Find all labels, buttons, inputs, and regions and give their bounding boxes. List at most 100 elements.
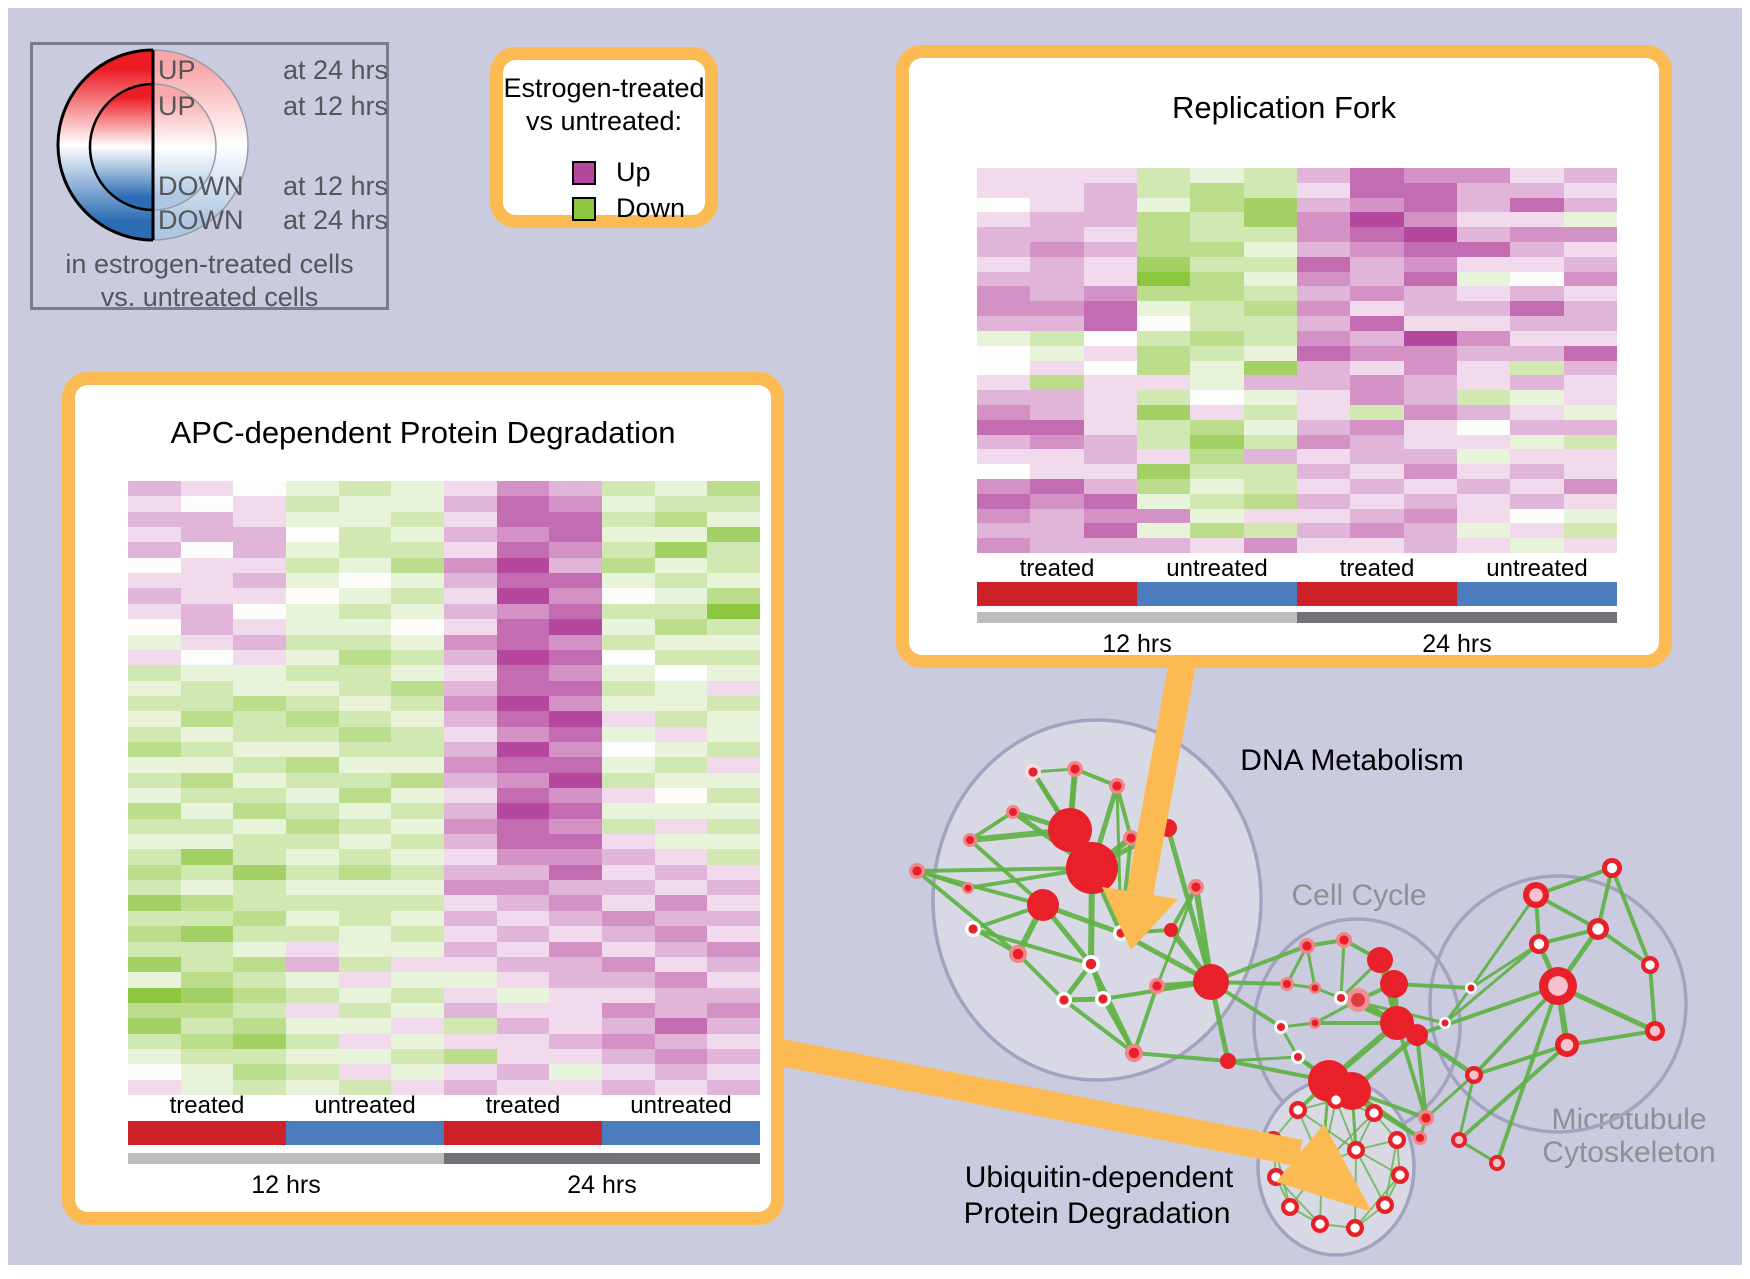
- ubiquitin-label-line1: Ubiquitin-dependent: [964, 1161, 1234, 1194]
- heatmap-cell: [549, 1002, 602, 1019]
- heatmap-cell: [338, 956, 392, 973]
- heatmap-cell: [1136, 404, 1191, 420]
- heatmap-cell: [1296, 286, 1351, 302]
- heatmap-cell: [1456, 212, 1511, 228]
- heatmap-cell: [391, 849, 444, 865]
- heatmap-cell: [286, 634, 339, 650]
- heatmap-cell: [180, 726, 234, 742]
- heatmap-cell: [549, 695, 602, 712]
- heatmap-cell: [180, 818, 234, 835]
- heatmap-cell: [286, 649, 339, 666]
- heatmap-cell: [391, 803, 444, 819]
- heatmap-cell: [1190, 493, 1244, 509]
- heatmap-cell: [1563, 168, 1617, 183]
- heatmap-cell: [1136, 493, 1191, 509]
- heatmap-cell: [444, 1002, 497, 1019]
- heatmap-cell: [1243, 286, 1297, 302]
- heatmap-cell: [128, 1079, 181, 1095]
- heatmap-cell: [1350, 419, 1404, 435]
- heatmap-cell: [1243, 212, 1297, 228]
- heatmap-cell: [977, 434, 1031, 450]
- heatmap-cell: [602, 972, 655, 988]
- apc-degradation-heatmap: [128, 481, 760, 1095]
- heatmap-cell: [338, 1018, 392, 1034]
- heatmap-cell: [549, 1033, 602, 1049]
- heatmap-cell: [391, 910, 444, 927]
- heatmap-cell: [977, 523, 1031, 539]
- heatmap-cell: [654, 1079, 708, 1095]
- heatmap-cell: [233, 711, 286, 727]
- heatmap-cell: [1350, 212, 1404, 228]
- heatmap-cell: [338, 803, 392, 819]
- heatmap-cell: [654, 972, 708, 988]
- heatmap-cell: [1083, 434, 1137, 450]
- heatmap-cell: [1403, 478, 1457, 494]
- heatmap-cell: [1456, 464, 1511, 479]
- heatmap-cell: [602, 741, 655, 758]
- heatmap-cell: [707, 634, 760, 650]
- heatmap-cell: [1403, 538, 1457, 553]
- heatmap-cell: [654, 588, 708, 604]
- heatmap-cell: [496, 634, 550, 650]
- group-label-untreated: untreated: [1166, 555, 1268, 582]
- heatmap-cell: [1190, 227, 1244, 243]
- heatmap-cell: [1403, 508, 1457, 524]
- heatmap-cell: [338, 588, 392, 604]
- apc-group-labels: treated untreated treated untreated: [128, 1092, 760, 1120]
- heatmap-cell: [1243, 434, 1297, 450]
- apc-time-bar: [128, 1153, 760, 1164]
- heatmap-cell: [654, 1064, 708, 1080]
- ring-legend-row: UP at 24 hrs: [158, 55, 388, 85]
- heatmap-cell: [1403, 197, 1457, 213]
- heatmap-cell: [1350, 508, 1404, 524]
- heatmap-cell: [602, 680, 655, 696]
- heatmap-cell: [602, 1002, 655, 1019]
- heatmap-cell: [180, 557, 234, 574]
- heatmap-cell: [1563, 301, 1617, 317]
- heatmap-cell: [1190, 538, 1244, 553]
- heatmap-cell: [602, 956, 655, 973]
- heatmap-cell: [1563, 390, 1617, 405]
- heatmap-cell: [1190, 523, 1244, 539]
- heatmap-cell: [1296, 182, 1351, 198]
- heatmap-cell: [496, 741, 550, 758]
- heatmap-cell: [549, 1064, 602, 1080]
- heatmap-cell: [391, 864, 444, 881]
- heatmap-cell: [233, 1018, 286, 1034]
- heatmap-cell: [233, 603, 286, 620]
- time-label: at 12 hrs: [282, 90, 388, 121]
- heatmap-cell: [444, 741, 497, 758]
- heatmap-cell: [444, 527, 497, 543]
- heatmap-cell: [286, 481, 339, 497]
- heatmap-cell: [338, 695, 392, 712]
- heatmap-cell: [549, 834, 602, 850]
- heatmap-cell: [180, 956, 234, 973]
- heatmap-cell: [286, 726, 339, 742]
- heatmap-cell: [977, 168, 1031, 183]
- heatmap-cell: [180, 711, 234, 727]
- heatmap-cell: [707, 880, 760, 896]
- heatmap-cell: [496, 757, 550, 773]
- heatmap-cell: [233, 511, 286, 528]
- heatmap-cell: [128, 803, 181, 819]
- heatmap-cell: [1563, 449, 1617, 465]
- heatmap-cell: [1030, 212, 1084, 228]
- heatmap-cell: [707, 987, 760, 1003]
- heatmap-cell: [1296, 227, 1351, 243]
- heatmap-cell: [1030, 197, 1084, 213]
- heatmap-cell: [338, 1064, 392, 1080]
- heatmap-cell: [1083, 256, 1137, 272]
- heatmap-cell: [977, 390, 1031, 405]
- heatmap-cell: [1563, 256, 1617, 272]
- heatmap-cell: [1190, 449, 1244, 465]
- heatmap-cell: [444, 665, 497, 681]
- heatmap-cell: [1030, 271, 1084, 287]
- time-label-12hrs: 12 hrs: [251, 1171, 321, 1199]
- heatmap-cell: [654, 834, 708, 850]
- heatmap-cell: [128, 864, 181, 881]
- time-label-24hrs: 24 hrs: [567, 1171, 637, 1199]
- heatmap-cell: [1083, 345, 1137, 361]
- heatmap-cell: [444, 1048, 497, 1065]
- heatmap-cell: [1190, 478, 1244, 494]
- heatmap-cell: [391, 573, 444, 589]
